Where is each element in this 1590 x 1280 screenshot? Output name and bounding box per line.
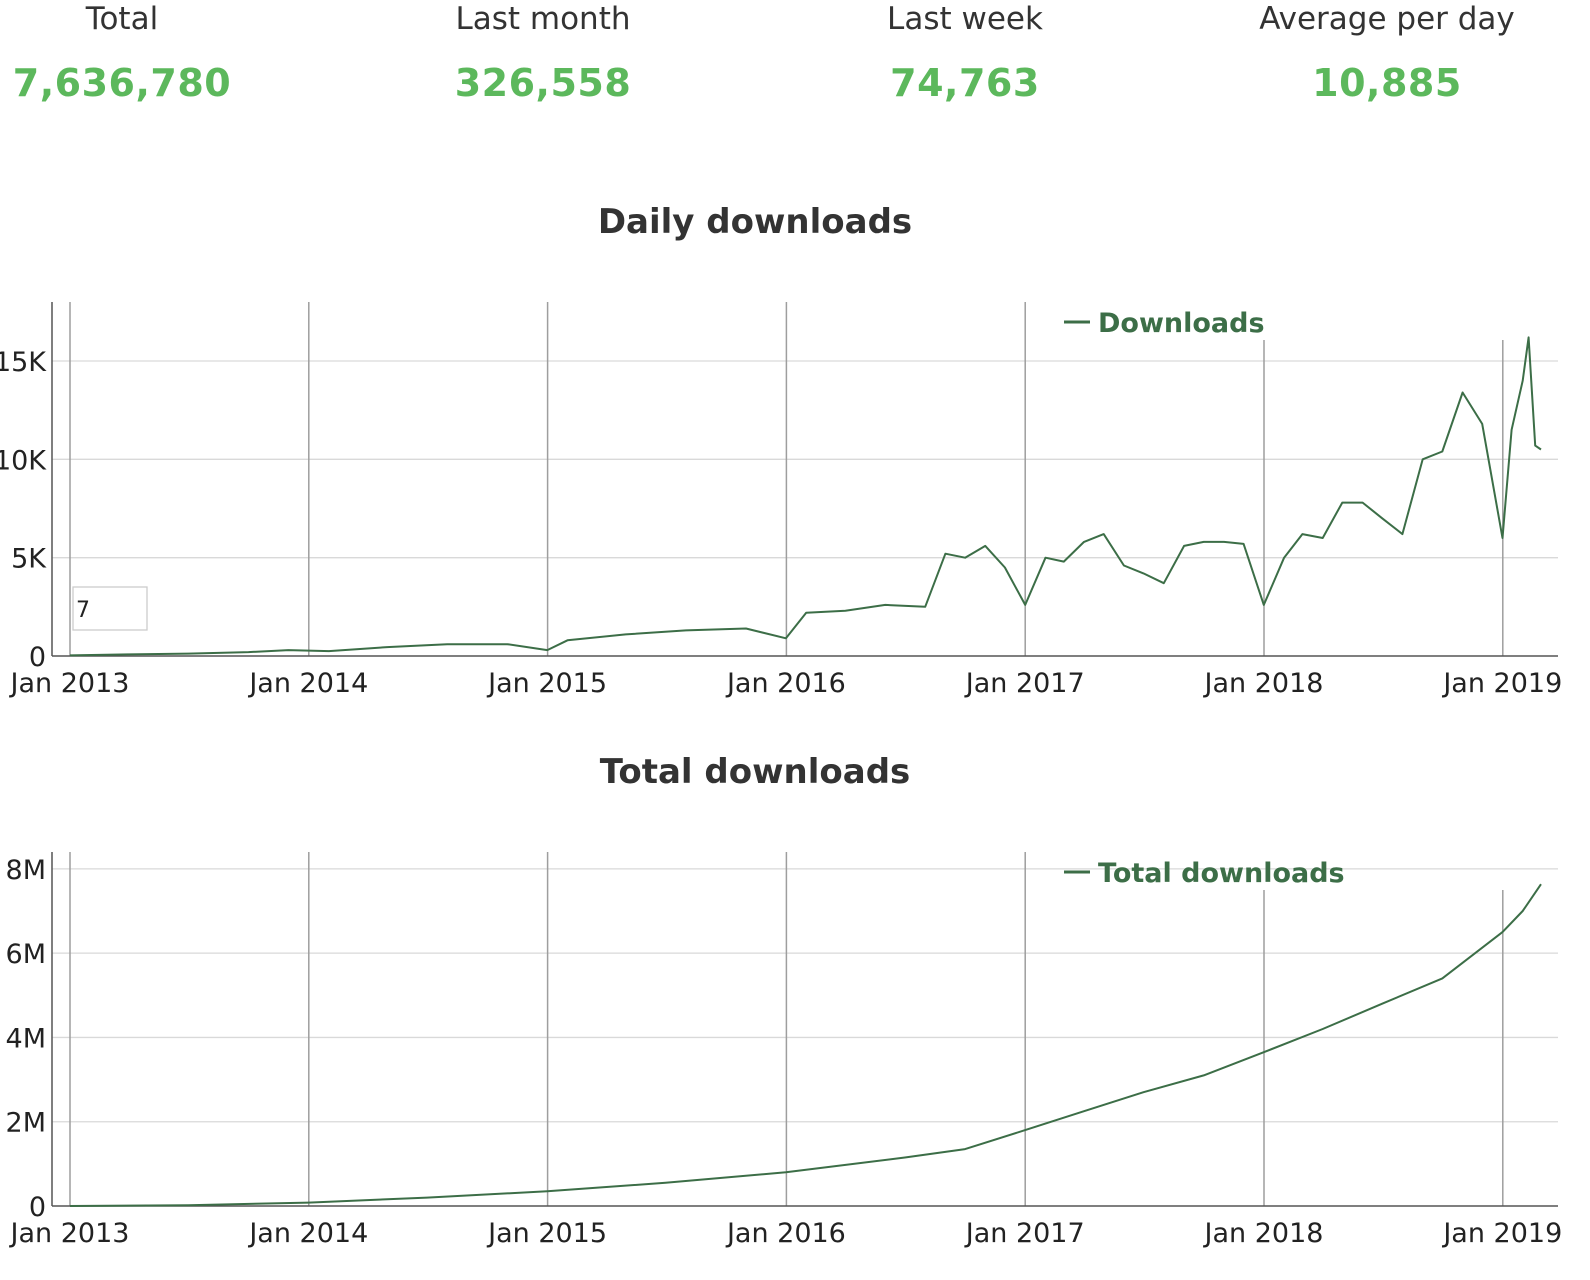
y-tick-label: 2M	[6, 1108, 46, 1139]
stat-value: 7,636,780	[12, 61, 232, 105]
x-tick-label: Jan 2017	[964, 1218, 1085, 1249]
x-tick-label: Jan 2018	[1203, 1218, 1324, 1249]
stat-label: Total	[85, 1, 159, 37]
y-tick-label: 6M	[6, 939, 46, 970]
y-tick-label: 15K	[0, 347, 47, 378]
y-tick-label: 10K	[0, 445, 47, 476]
daily-chart-title: Daily downloads	[597, 202, 913, 242]
total-downloads-chart[interactable]: 0 2M 4M 6M 8M Jan 2013 Jan 2014 Jan 2015 Jan 201…	[0, 840, 1590, 1260]
stat-label: Last month	[455, 1, 631, 37]
y-tick-label: 4M	[6, 1023, 46, 1054]
y-tick-label: 5K	[11, 544, 47, 575]
tooltip-value: 7	[76, 598, 90, 623]
daily-downloads-chart[interactable]: 0 5K 10K 15K Jan 2013 Jan 2014 Jan 2015 Jan 201…	[0, 290, 1590, 710]
stat-average-per-day: Average per day 10,885	[1237, 0, 1537, 106]
y-tick-label: 0	[29, 642, 46, 673]
tooltip-box	[72, 586, 148, 631]
x-tick-label: Jan 2019	[1441, 1218, 1562, 1249]
stat-value: 74,763	[890, 61, 1040, 105]
stat-label: Last week	[887, 1, 1043, 37]
summary-stats: Total 7,636,780 Last month 326,558 Last …	[0, 0, 1590, 120]
x-tick-label: Jan 2015	[486, 668, 607, 699]
x-tick-label: Jan 2013	[9, 1218, 130, 1249]
x-tick-label: Jan 2016	[725, 1218, 846, 1249]
stat-last-month: Last month 326,558	[393, 0, 693, 106]
y-tick-label: 0	[29, 1192, 46, 1223]
x-tick-label: Jan 2019	[1441, 668, 1562, 699]
x-tick-label: Jan 2015	[486, 1218, 607, 1249]
stat-label: Average per day	[1259, 1, 1515, 37]
total-chart-title: Total downloads	[599, 752, 911, 792]
x-tick-label: Jan 2018	[1203, 668, 1324, 699]
stat-last-week: Last week 74,763	[815, 0, 1115, 106]
x-tick-label: Jan 2014	[247, 668, 368, 699]
x-tick-label: Jan 2013	[9, 668, 130, 699]
stat-total: Total 7,636,780	[0, 0, 272, 106]
stat-value: 10,885	[1312, 61, 1462, 105]
series-line-downloads	[69, 336, 1542, 657]
x-tick-label: Jan 2014	[247, 1218, 368, 1249]
legend-label: Downloads	[1098, 308, 1265, 339]
series-line-total-downloads	[69, 883, 1542, 1207]
x-tick-label: Jan 2016	[725, 668, 846, 699]
x-tick-label: Jan 2017	[964, 668, 1085, 699]
y-tick-label: 8M	[6, 855, 46, 886]
legend-label: Total downloads	[1098, 858, 1345, 889]
stat-value: 326,558	[454, 61, 632, 105]
